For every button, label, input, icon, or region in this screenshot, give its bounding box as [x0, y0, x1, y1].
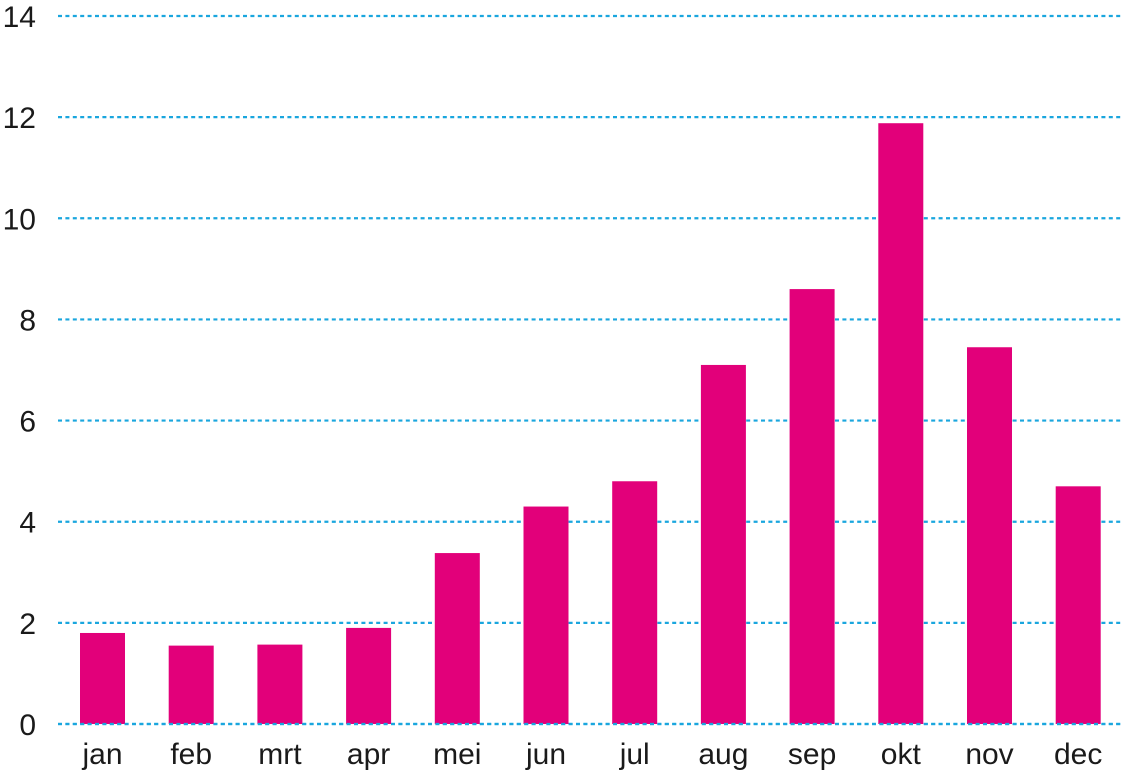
bar-feb [168, 645, 214, 724]
bar-okt [878, 123, 924, 724]
y-tick-label: 2 [19, 608, 36, 641]
y-tick-label: 10 [3, 203, 36, 236]
bar-nov [967, 347, 1012, 724]
x-tick-label-mrt: mrt [258, 738, 302, 771]
x-tick-label-feb: feb [170, 738, 212, 771]
x-tick-label-okt: okt [881, 738, 922, 771]
y-tick-label: 12 [3, 102, 36, 135]
x-tick-label-aug: aug [698, 738, 748, 771]
y-tick-label: 0 [19, 709, 36, 742]
bar-mrt [257, 644, 303, 724]
y-tick-label: 8 [19, 304, 36, 337]
x-tick-label-nov: nov [965, 738, 1013, 771]
y-tick-label: 4 [19, 507, 36, 540]
bar-apr [346, 627, 392, 724]
x-tick-label-sep: sep [788, 738, 836, 771]
bar-jan [80, 632, 125, 724]
bar-mei [434, 553, 480, 724]
bar-aug [700, 364, 746, 724]
x-tick-label-dec: dec [1054, 738, 1102, 771]
bar-jun [523, 506, 569, 724]
grid-layer [58, 14, 1121, 726]
x-tick-label-mei: mei [433, 738, 481, 771]
bar-dec [1055, 486, 1101, 724]
x-tick-label-jul: jul [619, 738, 650, 771]
x-axis-ticks: jan feb mrt apr mei jun jul aug sep okt nov dec [81, 738, 1102, 771]
bar-jul [612, 481, 658, 724]
y-tick-label: 14 [3, 1, 36, 34]
bars [58, 123, 1121, 726]
bar-sep [789, 289, 835, 724]
x-tick-label-jun: jun [525, 738, 566, 771]
y-axis-ticks: 0 2 4 6 8 10 12 14 [3, 1, 36, 742]
x-tick-label-apr: apr [347, 738, 390, 771]
y-tick-label: 6 [19, 406, 36, 439]
x-tick-label-jan: jan [81, 738, 122, 771]
